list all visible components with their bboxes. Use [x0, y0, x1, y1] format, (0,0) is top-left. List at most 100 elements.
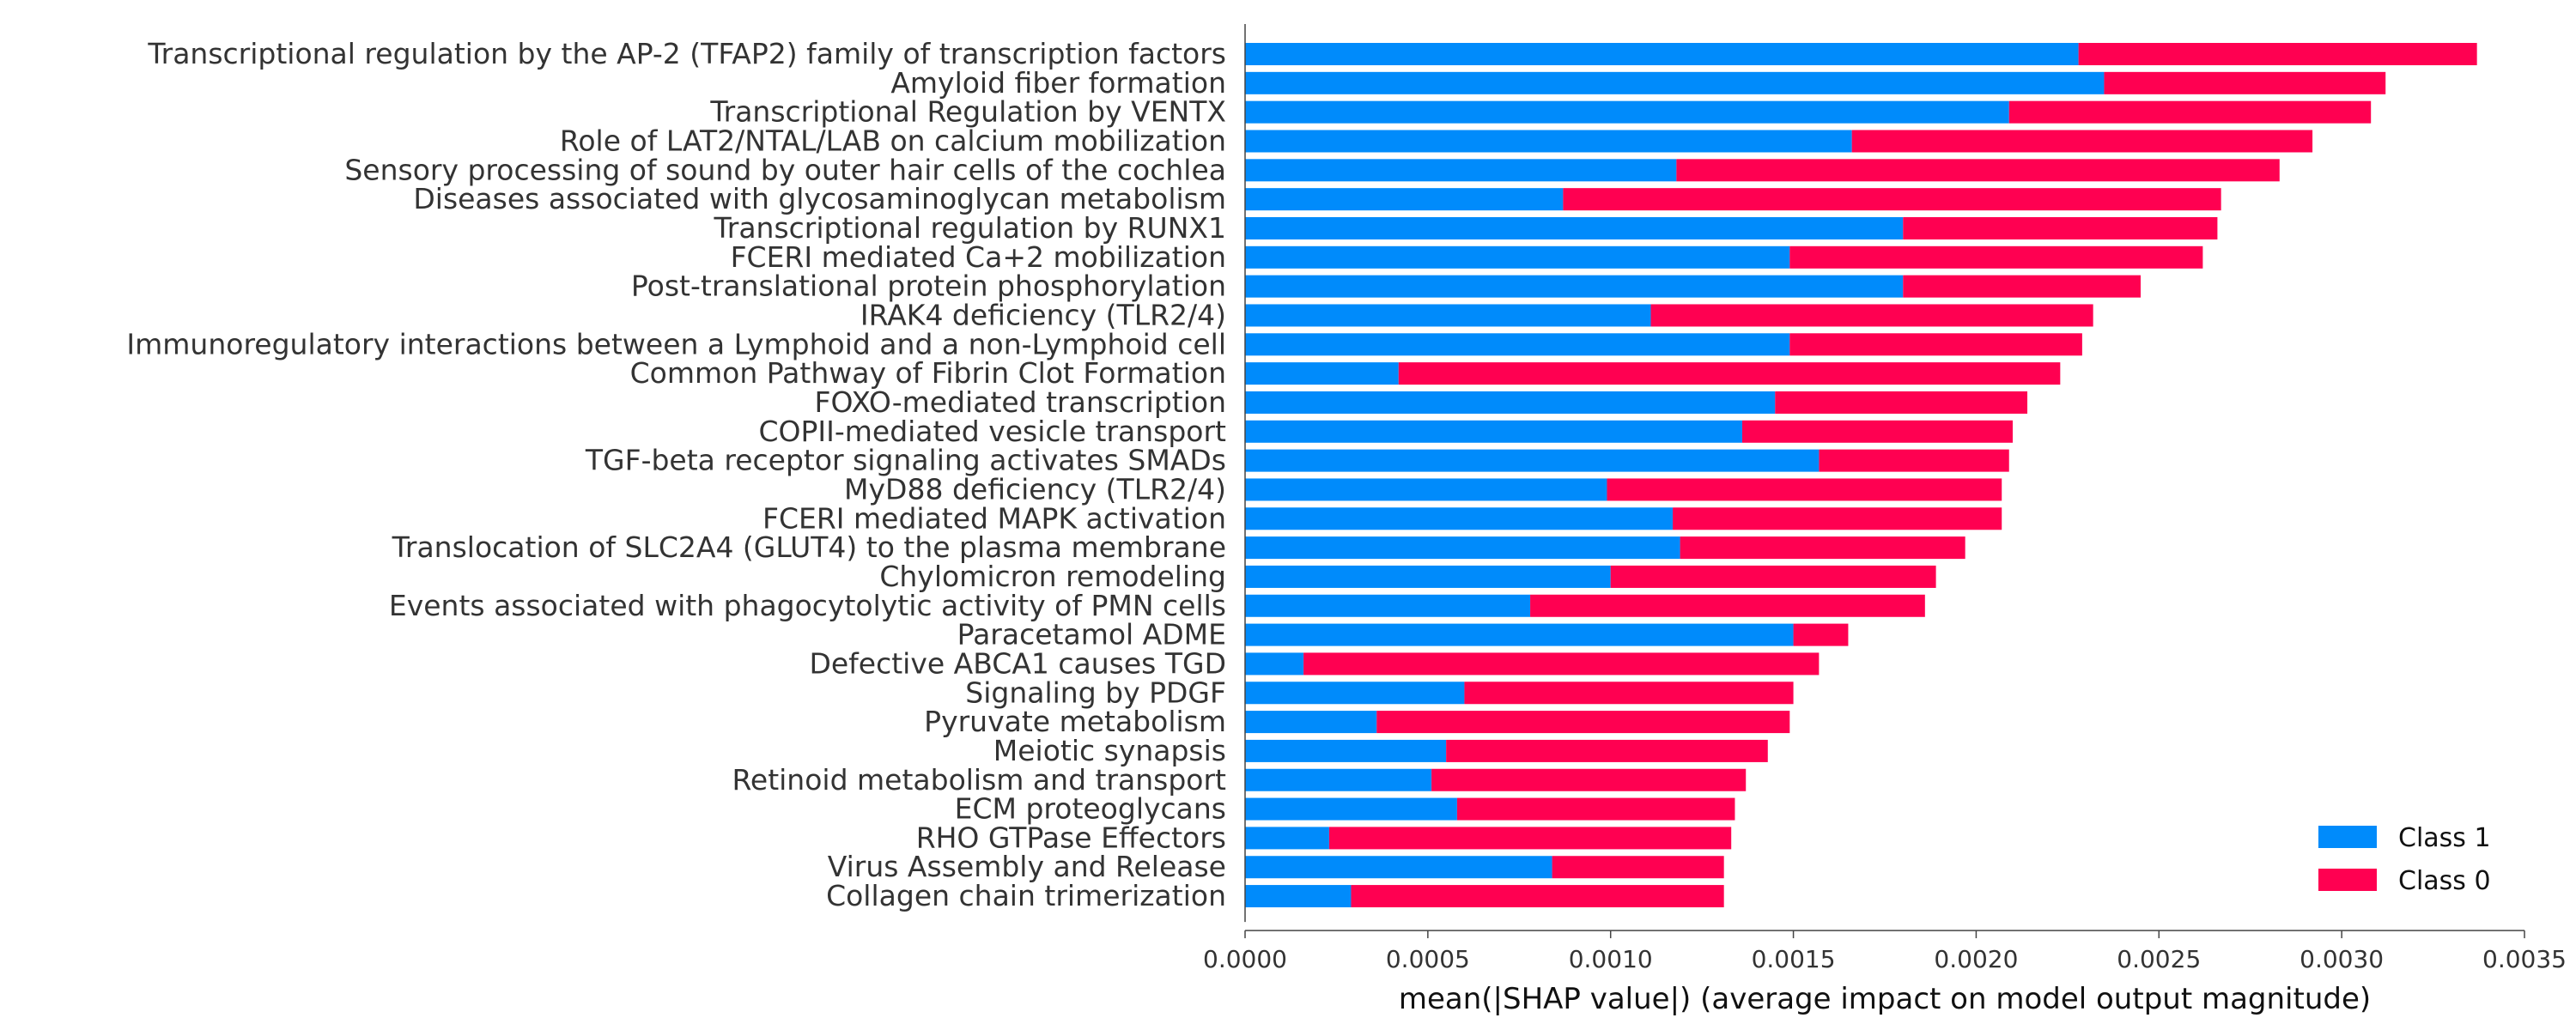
x-tick-label: 0.0025	[2117, 945, 2201, 973]
category-label: RHO GTPase Effectors	[916, 821, 1226, 854]
bar-class-1-row-25	[1245, 739, 1447, 762]
bar-class-1-row-26	[1245, 768, 1432, 791]
category-label: Diseases associated with glycosaminoglyc…	[413, 182, 1226, 215]
bar-class-0-row-20	[1530, 594, 1925, 617]
category-label: Post-translational protein phosphorylati…	[631, 270, 1226, 303]
bar-class-0-row-4	[1851, 130, 2313, 153]
category-label: ECM proteoglycans	[955, 792, 1226, 826]
category-label: Sensory processing of sound by outer hai…	[344, 153, 1226, 186]
bar-class-1-row-11	[1245, 333, 1790, 356]
bar-class-1-row-28	[1245, 827, 1329, 850]
bar-class-0-row-13	[1775, 391, 2028, 414]
x-axis-title: mean(|SHAP value|) (average impact on mo…	[1399, 982, 2371, 1016]
category-label: Immunoregulatory interactions between a …	[126, 327, 1226, 360]
category-labels: Transcriptional regulation by the AP-2 (…	[126, 37, 1226, 912]
bar-class-1-row-16	[1245, 478, 1607, 501]
category-label: Transcriptional regulation by RUNX1	[713, 211, 1226, 245]
bar-class-1-row-3	[1245, 100, 2009, 124]
bar-class-1-row-1	[1245, 43, 2079, 65]
bar-class-1-row-10	[1245, 304, 1651, 327]
x-tick-label: 0.0005	[1386, 945, 1470, 973]
bar-class-0-row-7	[1903, 216, 2218, 239]
bar-class-0-row-16	[1607, 478, 2002, 501]
bar-class-1-row-13	[1245, 391, 1776, 414]
x-tick-label: 0.0030	[2300, 945, 2384, 973]
category-label: Defective ABCA1 causes TGD	[809, 646, 1226, 680]
bar-class-1-row-30	[1245, 885, 1352, 908]
category-label: FCERI mediated MAPK activation	[762, 501, 1226, 535]
category-label: COPII-mediated vesicle transport	[758, 415, 1226, 448]
legend-swatch-class-1	[2318, 826, 2377, 848]
category-label: Virus Assembly and Release	[828, 850, 1226, 883]
bar-class-0-row-21	[1793, 623, 1849, 646]
legend-swatch-class-0	[2318, 869, 2377, 891]
bar-class-1-row-14	[1245, 420, 1742, 443]
bar-class-0-row-23	[1464, 682, 1794, 705]
bar-class-0-row-5	[1676, 159, 2280, 182]
bar-class-1-row-6	[1245, 188, 1564, 211]
bar-class-0-row-18	[1680, 536, 1965, 560]
category-label: MyD88 deficiency (TLR2/4)	[844, 472, 1226, 506]
legend: Class 1 Class 0	[2318, 823, 2491, 896]
legend-label-class-1: Class 1	[2398, 823, 2491, 853]
x-tick-label: 0.0015	[1752, 945, 1836, 973]
category-label: Retinoid metabolism and transport	[732, 763, 1226, 797]
bar-class-0-row-6	[1563, 188, 2221, 211]
bar-class-0-row-9	[1903, 275, 2141, 298]
bar-class-0-row-27	[1456, 797, 1735, 821]
category-label: FCERI mediated Ca+2 mobilization	[731, 240, 1226, 274]
bar-class-1-row-9	[1245, 275, 1904, 298]
bar-class-0-row-1	[2078, 43, 2477, 65]
bar-class-1-row-7	[1245, 216, 1904, 239]
bar-class-1-row-24	[1245, 711, 1377, 734]
bar-class-0-row-2	[2104, 71, 2386, 94]
bar-class-1-row-8	[1245, 245, 1790, 269]
bar-class-0-row-14	[1741, 420, 2013, 443]
bar-class-0-row-19	[1610, 565, 1936, 588]
category-label: Collagen chain trimerization	[826, 879, 1226, 912]
bar-class-1-row-12	[1245, 362, 1399, 385]
bar-class-0-row-30	[1351, 885, 1724, 908]
bar-class-1-row-15	[1245, 449, 1820, 472]
category-label: Meiotic synapsis	[993, 734, 1226, 767]
category-label: Transcriptional regulation by the AP-2 (…	[147, 37, 1226, 70]
category-label: TGF-beta receptor signaling activates SM…	[585, 444, 1226, 477]
bar-class-1-row-19	[1245, 565, 1611, 588]
bar-class-1-row-4	[1245, 130, 1852, 153]
bar-class-0-row-28	[1328, 827, 1732, 850]
bar-class-0-row-10	[1650, 304, 2093, 327]
category-label: Transcriptional Regulation by VENTX	[709, 95, 1226, 129]
bar-class-1-row-29	[1245, 856, 1552, 879]
category-label: Chylomicron remodeling	[879, 560, 1226, 593]
bar-class-0-row-15	[1819, 449, 2009, 472]
bar-class-1-row-18	[1245, 536, 1680, 560]
bar-class-0-row-3	[2008, 100, 2372, 124]
bars-layer	[1245, 43, 2477, 908]
bar-class-0-row-29	[1552, 856, 1724, 879]
bar-class-1-row-27	[1245, 797, 1457, 821]
bar-class-0-row-12	[1398, 362, 2061, 385]
category-label: Paracetamol ADME	[957, 618, 1226, 651]
bar-class-0-row-11	[1789, 333, 2082, 356]
category-label: Events associated with phagocytolytic ac…	[389, 589, 1226, 622]
category-label: Common Pathway of Fibrin Clot Formation	[630, 356, 1226, 390]
category-label: IRAK4 deficiency (TLR2/4)	[860, 298, 1226, 331]
category-label: FOXO-mediated transcription	[815, 385, 1226, 419]
bar-class-1-row-23	[1245, 682, 1465, 705]
bar-class-1-row-20	[1245, 594, 1531, 617]
x-tick-label: 0.0020	[1934, 945, 2018, 973]
x-tick-label: 0.0010	[1569, 945, 1653, 973]
legend-label-class-0: Class 0	[2398, 866, 2491, 896]
bar-class-0-row-25	[1446, 739, 1768, 762]
category-label: Translocation of SLC2A4 (GLUT4) to the p…	[392, 530, 1226, 564]
bar-class-0-row-22	[1303, 652, 1820, 676]
bar-class-1-row-21	[1245, 623, 1794, 646]
bar-class-1-row-17	[1245, 507, 1674, 530]
bar-class-0-row-26	[1431, 768, 1747, 791]
x-tick-label: 0.0035	[2482, 945, 2567, 973]
bar-class-0-row-24	[1376, 711, 1790, 734]
category-label: Role of LAT2/NTAL/LAB on calcium mobiliz…	[560, 124, 1226, 157]
bar-class-1-row-5	[1245, 159, 1677, 182]
bar-class-0-row-8	[1789, 245, 2203, 269]
